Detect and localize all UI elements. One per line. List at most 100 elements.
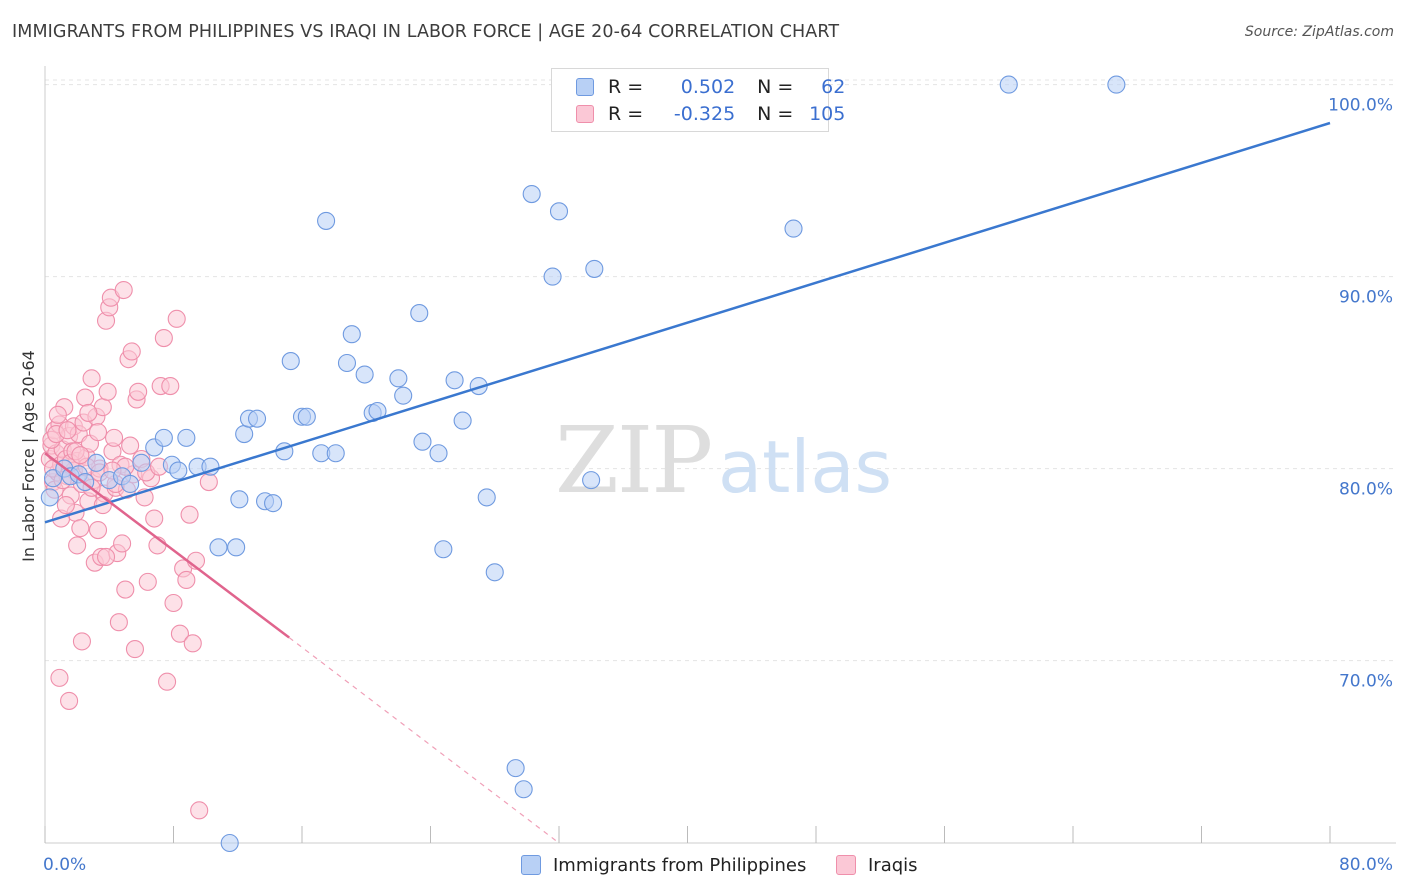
chart-source: Source: ZipAtlas.com (1244, 24, 1394, 40)
philippines-point (40, 488, 59, 507)
iraqis-point (48, 405, 67, 424)
philippines-point (132, 453, 151, 472)
iraqis-point (113, 534, 132, 553)
trend-line-iraqis-extrapolated (288, 637, 560, 844)
iraqis-point (72, 632, 91, 651)
iraqis-point (71, 519, 90, 538)
philippines-point (784, 219, 803, 238)
philippines-point (506, 759, 525, 778)
iraqis-point (145, 509, 164, 528)
legend-label-iraqis: Iraqis (868, 854, 918, 876)
x-tick-label: 0.0% (43, 855, 86, 875)
legend-row-philippines: R = 0.502 N = 62 (576, 75, 845, 99)
iraqis-point (68, 536, 87, 555)
philippines-point (209, 538, 228, 557)
legend-label-philippines: Immigrants from Philippines (553, 854, 807, 876)
legend-n-value: 62 (821, 76, 846, 98)
watermark-zip: ZIP (555, 407, 711, 514)
philippines-point (297, 407, 316, 426)
legend-item-iraqis[interactable]: Iraqis (836, 852, 918, 878)
philippines-point (389, 369, 408, 388)
philippines-point (337, 353, 357, 373)
philippines-point (485, 563, 504, 582)
philippines-point (355, 365, 374, 384)
trend-lines (44, 121, 1331, 844)
philippines-point (453, 411, 472, 430)
stats-legend: R = 0.502 N = 62 R = -0.325 N = 105 (551, 68, 845, 132)
iraqis-point (56, 496, 75, 515)
iraqis-point (88, 423, 108, 442)
philippines-point (410, 304, 429, 323)
philippines-point (582, 471, 601, 490)
iraqis-point (138, 572, 157, 591)
legend-swatch-philippines (521, 855, 541, 875)
y-axis-label: In Labor Force | Age 20-64 (19, 350, 38, 562)
legend-n-label: N = (757, 103, 794, 125)
philippines-point (543, 267, 562, 286)
philippines-point (999, 75, 1018, 94)
legend-swatch-iraqis (576, 105, 594, 123)
iraqis-point (98, 382, 117, 401)
y-tick-label: 90.0% (1339, 288, 1393, 308)
philippines-point (445, 371, 464, 390)
philippines-point (281, 352, 300, 371)
iraqis-point (154, 328, 173, 348)
iraqis-point (158, 672, 177, 691)
philippines-point (220, 833, 239, 853)
y-tick-label: 100.0% (1328, 96, 1393, 116)
legend-n-value: 105 (809, 103, 846, 125)
philippines-point (394, 386, 413, 405)
iraqis-point (167, 309, 186, 328)
iraqis-point (71, 446, 90, 465)
philippines-point (317, 211, 336, 230)
iraqis-point (121, 436, 140, 455)
philippines-point (154, 428, 173, 447)
y-tick-label: 70.0% (1339, 672, 1393, 692)
philippines-point (1107, 75, 1126, 94)
iraqis-point (183, 634, 202, 653)
watermark-atlas: atlas (718, 425, 892, 509)
iraqis-point (180, 505, 199, 524)
legend-r-label: R = (608, 103, 644, 125)
philippines-point (413, 432, 432, 451)
iraqis-point (125, 640, 144, 659)
iraqis-point (170, 624, 189, 643)
iraqis-point (76, 388, 95, 407)
philippines-point (264, 494, 283, 513)
philippines-point (230, 490, 249, 509)
chart-title: IMMIGRANTS FROM PHILIPPINES VS IRAQI IN … (12, 22, 840, 42)
philippines-point (429, 444, 448, 463)
philippines-point (477, 488, 496, 507)
philippines-point (235, 424, 254, 444)
iraqis-point (161, 376, 180, 396)
iraqis-point (50, 668, 69, 687)
x-tick-label: 80.0% (1339, 855, 1393, 875)
iraqis-point (109, 613, 128, 632)
philippines-point (585, 259, 604, 278)
philippines-point (326, 444, 345, 463)
legend-r-label: R = (608, 76, 644, 98)
iraqis-point (58, 421, 77, 440)
philippines-point (514, 780, 533, 799)
grid-lines (45, 79, 1396, 662)
iraqis-point (164, 593, 183, 613)
philippines-point (87, 453, 106, 472)
iraqis-point (199, 472, 218, 492)
legend-row-iraqis: R = -0.325 N = 105 (576, 102, 845, 126)
iraqis-point (79, 403, 98, 422)
y-tick-label: 80.0% (1339, 480, 1393, 500)
iraqis-point (190, 801, 209, 820)
legend-r-value: -0.325 (673, 103, 736, 125)
philippines-point (522, 184, 541, 204)
iraqis-point (116, 580, 135, 599)
iraqis-point (177, 570, 196, 590)
legend-item-philippines[interactable]: Immigrants from Philippines (521, 852, 806, 878)
iraqis-point (122, 342, 141, 361)
series-philippines (40, 75, 1126, 853)
philippines-point (121, 474, 140, 494)
trend-line-iraqis (44, 452, 290, 639)
trend-line-philippines (44, 121, 1331, 524)
iraqis-point (129, 382, 148, 401)
iraqis-point (96, 547, 116, 566)
